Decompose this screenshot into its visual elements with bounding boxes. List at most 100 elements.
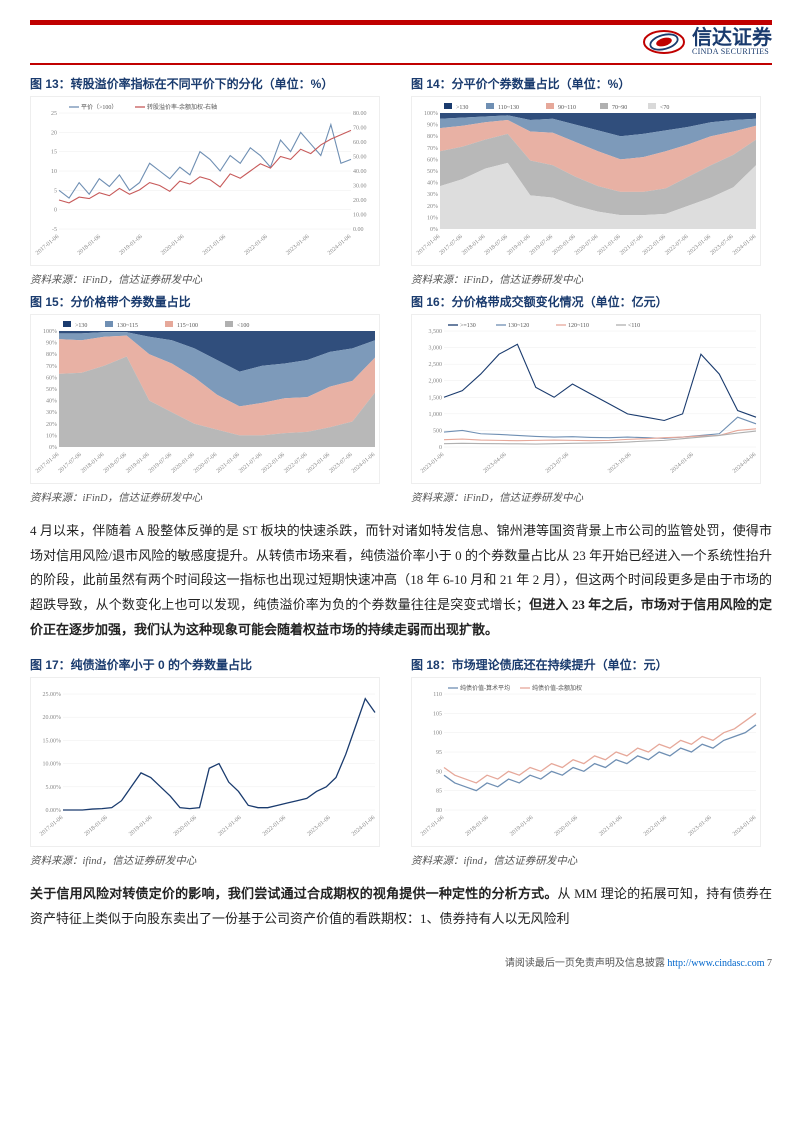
- svg-text:50%: 50%: [46, 387, 57, 393]
- svg-text:2020-01-06: 2020-01-06: [554, 815, 579, 838]
- svg-text:2023-10-06: 2023-10-06: [607, 452, 632, 475]
- svg-text:2019-01-06: 2019-01-06: [125, 452, 150, 475]
- svg-text:30.00: 30.00: [353, 184, 367, 190]
- svg-text:2020-01-06: 2020-01-06: [551, 234, 576, 257]
- svg-text:2018-01-06: 2018-01-06: [84, 815, 109, 838]
- svg-text:100: 100: [433, 731, 442, 737]
- svg-text:90%: 90%: [427, 123, 438, 129]
- cinda-logo-icon: [642, 27, 686, 57]
- chart-16: >=130130~120120~110<11005001,0001,5002,0…: [411, 314, 761, 484]
- svg-text:100%: 100%: [424, 111, 438, 117]
- svg-text:130~120: 130~120: [508, 323, 529, 329]
- svg-text:70%: 70%: [427, 146, 438, 152]
- svg-text:2019-01-06: 2019-01-06: [128, 815, 153, 838]
- svg-text:20.00%: 20.00%: [43, 716, 62, 722]
- svg-text:2021-07-06: 2021-07-06: [238, 452, 263, 475]
- footer-text: 请阅读最后一页免责声明及信息披露: [505, 958, 668, 969]
- svg-text:0.00: 0.00: [353, 227, 364, 233]
- svg-text:2022-01-06: 2022-01-06: [262, 815, 287, 838]
- svg-text:0%: 0%: [430, 227, 438, 233]
- svg-text:2022-07-06: 2022-07-06: [664, 234, 689, 257]
- svg-text:130~115: 130~115: [117, 323, 138, 329]
- svg-text:2023-01-06: 2023-01-06: [687, 234, 712, 257]
- paragraph-2-bold: 关于信用风险对转债定价的影响，我们尝试通过合成期权的视角提供一种定性的分析方式。: [30, 886, 558, 901]
- chart-16-block: 图 16：分价格带成交额变化情况（单位：亿元） >=130130~120120~…: [411, 293, 772, 505]
- svg-text:115~100: 115~100: [177, 323, 198, 329]
- svg-text:2019-01-06: 2019-01-06: [509, 815, 534, 838]
- svg-text:60.00: 60.00: [353, 140, 367, 146]
- svg-text:平价（>100）: 平价（>100）: [81, 104, 117, 111]
- svg-text:25.00%: 25.00%: [43, 692, 62, 698]
- svg-text:2024-01-06: 2024-01-06: [732, 234, 757, 257]
- svg-text:2020-01-06: 2020-01-06: [173, 815, 198, 838]
- svg-text:2023-07-06: 2023-07-06: [709, 234, 734, 257]
- brand-name-ch: 信达证券: [692, 28, 772, 48]
- svg-text:2017-01-06: 2017-01-06: [39, 815, 64, 838]
- svg-text:2023-04-06: 2023-04-06: [482, 452, 507, 475]
- svg-text:20.00: 20.00: [353, 198, 367, 204]
- svg-text:2022-01-06: 2022-01-06: [244, 234, 269, 257]
- page-header: 信达证券 CINDA SECURITIES: [30, 27, 772, 65]
- svg-text:50.00: 50.00: [353, 155, 367, 161]
- svg-text:转股溢价率-余额加权-右轴: 转股溢价率-余额加权-右轴: [147, 103, 217, 111]
- svg-text:2024-01-06: 2024-01-06: [670, 452, 695, 475]
- svg-text:95: 95: [436, 750, 442, 756]
- svg-text:2019-07-06: 2019-07-06: [148, 452, 173, 475]
- svg-text:10.00: 10.00: [353, 213, 367, 219]
- svg-text:2022-01-06: 2022-01-06: [642, 234, 667, 257]
- svg-text:2020-07-06: 2020-07-06: [574, 234, 599, 257]
- svg-text:<100: <100: [237, 323, 249, 329]
- svg-text:70~90: 70~90: [612, 105, 627, 111]
- svg-text:2024-01-06: 2024-01-06: [732, 815, 757, 838]
- footer-page: 7: [765, 958, 773, 969]
- svg-text:0: 0: [54, 208, 57, 214]
- footer-link[interactable]: http://www.cindasc.com: [667, 958, 764, 969]
- svg-text:90~110: 90~110: [558, 105, 576, 111]
- svg-text:20%: 20%: [427, 204, 438, 210]
- svg-text:2021-07-06: 2021-07-06: [619, 234, 644, 257]
- svg-text:2023-01-06: 2023-01-06: [285, 234, 310, 257]
- svg-text:0.00%: 0.00%: [46, 808, 62, 814]
- chart-17-title: 图 17：纯债溢价率小于 0 的个券数量占比: [30, 656, 391, 673]
- chart-17-block: 图 17：纯债溢价率小于 0 的个券数量占比 0.00%5.00%10.00%1…: [30, 656, 391, 868]
- svg-text:30%: 30%: [46, 410, 57, 416]
- svg-text:25: 25: [51, 111, 57, 117]
- svg-text:纯债价值-余额加权: 纯债价值-余额加权: [532, 684, 582, 692]
- svg-text:2022-01-06: 2022-01-06: [643, 815, 668, 838]
- svg-text:2017-07-06: 2017-07-06: [439, 234, 464, 257]
- chart-17: 0.00%5.00%10.00%15.00%20.00%25.00%2017-0…: [30, 677, 380, 847]
- svg-text:40.00: 40.00: [353, 169, 367, 175]
- svg-text:2023-07-06: 2023-07-06: [328, 452, 353, 475]
- chart-15-source: 资料来源：iFinD，信达证券研发中心: [30, 490, 391, 505]
- svg-text:2021-01-06: 2021-01-06: [217, 815, 242, 838]
- svg-text:2021-01-06: 2021-01-06: [597, 234, 622, 257]
- svg-text:90: 90: [436, 770, 442, 776]
- chart-18-block: 图 18：市场理论债底还在持续提升（单位：元） 纯债价值-算术平均纯债价值-余额…: [411, 656, 772, 868]
- svg-text:2020-01-06: 2020-01-06: [160, 234, 185, 257]
- svg-text:2017-01-06: 2017-01-06: [420, 815, 445, 838]
- charts-grid-top: 图 13：转股溢价率指标在不同平价下的分化（单位：%） 平价（>100）转股溢价…: [30, 75, 772, 505]
- svg-text:纯债价值-算术平均: 纯债价值-算术平均: [460, 684, 510, 692]
- svg-text:60%: 60%: [427, 157, 438, 163]
- top-red-bar: [30, 20, 772, 25]
- chart-14-source: 资料来源：iFinD，信达证券研发中心: [411, 272, 772, 287]
- svg-text:40%: 40%: [46, 399, 57, 405]
- svg-text:2023-01-06: 2023-01-06: [306, 452, 331, 475]
- svg-text:2018-07-06: 2018-07-06: [484, 234, 509, 257]
- svg-text:0%: 0%: [49, 445, 57, 451]
- svg-text:80%: 80%: [46, 352, 57, 358]
- svg-text:5.00%: 5.00%: [46, 785, 62, 791]
- chart-14-title: 图 14：分平价个券数量占比（单位：%）: [411, 75, 772, 92]
- svg-text:10.00%: 10.00%: [43, 762, 62, 768]
- chart-13-block: 图 13：转股溢价率指标在不同平价下的分化（单位：%） 平价（>100）转股溢价…: [30, 75, 391, 287]
- chart-13-source: 资料来源：iFinD，信达证券研发中心: [30, 272, 391, 287]
- brand-name-en: CINDA SECURITIES: [692, 48, 772, 56]
- svg-text:2019-01-06: 2019-01-06: [118, 234, 143, 257]
- svg-text:15: 15: [51, 150, 57, 156]
- svg-text:<110: <110: [628, 323, 640, 329]
- svg-text:10%: 10%: [427, 215, 438, 221]
- svg-text:2019-01-06: 2019-01-06: [506, 234, 531, 257]
- chart-13: 平价（>100）转股溢价率-余额加权-右轴-505101520250.0010.…: [30, 96, 380, 266]
- svg-text:2017-01-06: 2017-01-06: [35, 452, 60, 475]
- chart-15-title: 图 15：分价格带个券数量占比: [30, 293, 391, 310]
